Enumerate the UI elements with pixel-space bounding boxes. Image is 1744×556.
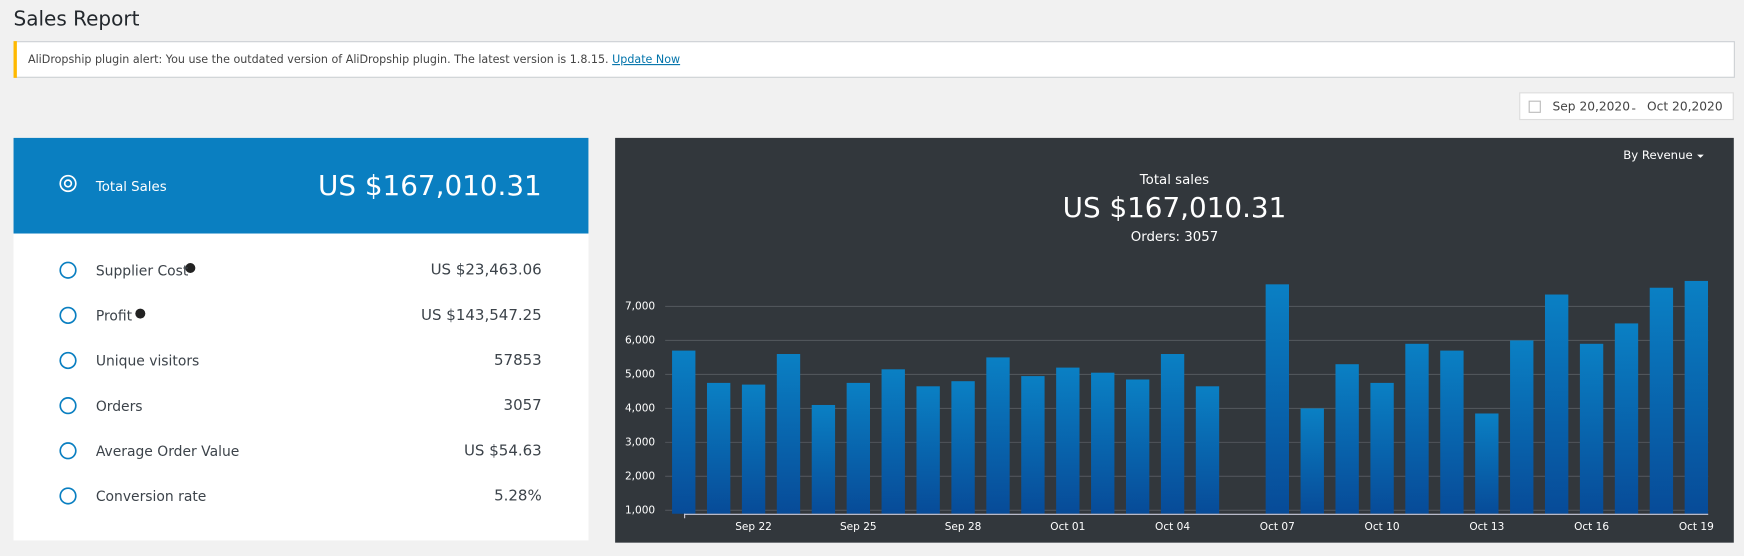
- date-range[interactable]: Sep 20,2020 - Oct 20,2020: [1519, 92, 1734, 121]
- bar: [741, 384, 766, 514]
- y-tick-label: 2,000: [625, 470, 655, 482]
- summary-panel: Total Sales US $167,010.31 Supplier Cost…: [13, 137, 589, 541]
- bar: [1265, 284, 1289, 514]
- row-label: Unique visitors: [96, 354, 199, 370]
- row-icon: [59, 261, 77, 279]
- bar: [1684, 280, 1709, 514]
- alert-box: [13, 41, 1735, 78]
- bar: [672, 350, 696, 514]
- update-link[interactable]: Update Now: [612, 53, 680, 66]
- help-icon[interactable]: [185, 262, 196, 273]
- metric-dropdown[interactable]: By Revenue: [1623, 148, 1692, 162]
- page-title: Sales Report: [14, 7, 140, 31]
- y-tick-label: 3,000: [625, 436, 655, 448]
- y-tick-label: 4,000: [625, 402, 655, 414]
- y-tick-label: 1,000: [625, 504, 655, 516]
- total-label: Total Sales: [95, 180, 167, 195]
- y-tick-label: 7,000: [625, 300, 655, 312]
- chart-panel: By Revenue Total sales US $167,010.31 Or…: [615, 137, 1734, 543]
- bar: [846, 382, 870, 514]
- alert-border: [13, 41, 17, 78]
- bar: [1335, 364, 1359, 514]
- alert-message: AliDropship plugin alert: You use the ou…: [28, 53, 609, 66]
- x-tick-label: Sep 22: [735, 521, 772, 533]
- bar: [776, 354, 801, 514]
- row-value: US $143,547.25: [421, 306, 542, 324]
- x-tick-label: Sep 25: [840, 521, 877, 533]
- row-label: Profit: [96, 308, 133, 324]
- bar: [1510, 340, 1534, 514]
- row-icon: [59, 306, 77, 324]
- x-tick-label: Oct 01: [1050, 521, 1085, 533]
- target-icon: [59, 174, 77, 193]
- row-label: Orders: [96, 399, 143, 415]
- help-icon[interactable]: [135, 308, 146, 319]
- x-tick-label: Sep 28: [945, 521, 982, 533]
- bar: [986, 357, 1010, 514]
- bar: [1614, 323, 1639, 514]
- chart-annotation: Orders: 3057: [1131, 230, 1218, 245]
- bar: [1021, 376, 1045, 514]
- row-value: 57853: [494, 351, 542, 369]
- y-tick-label: 5,000: [625, 368, 655, 380]
- row-value: 3057: [504, 396, 542, 414]
- date-from: Sep 20,2020: [1553, 99, 1630, 113]
- row-value: US $23,463.06: [431, 261, 542, 279]
- alert: AliDropship plugin alert: You use the ou…: [13, 41, 1735, 78]
- bar: [706, 382, 731, 514]
- x-tick-label: Oct 16: [1574, 521, 1609, 533]
- bar: [1440, 350, 1464, 514]
- calendar-icon: [1528, 100, 1541, 113]
- chart-title: Total sales: [1139, 173, 1209, 188]
- total-value: US $167,010.31: [318, 169, 542, 202]
- plot: 1,000 2,000 3,000 4,000 5,000 6,000 7,000 Sep 2…: [625, 280, 1714, 533]
- bar: [1475, 413, 1499, 514]
- bar: [811, 404, 836, 514]
- x-tick-label: Oct 04: [1155, 521, 1190, 533]
- bar: [916, 386, 940, 514]
- x-tick-label: Oct 13: [1469, 521, 1504, 533]
- date-separator: -: [1632, 101, 1636, 115]
- bar: [1056, 367, 1080, 514]
- bar: [1544, 294, 1569, 514]
- bar: [1405, 343, 1429, 514]
- bar: [1195, 386, 1220, 514]
- alert-text: AliDropship plugin alert: You use the ou…: [28, 53, 680, 66]
- row-label: Average Order Value: [96, 444, 240, 460]
- summary-header: [13, 137, 589, 234]
- bar: [1579, 343, 1604, 514]
- x-tick-label: Oct 10: [1365, 521, 1400, 533]
- row-icon: [59, 351, 77, 370]
- bar: [1649, 287, 1674, 514]
- x-tick-label: Oct 07: [1260, 521, 1295, 533]
- bar: [1091, 372, 1115, 514]
- date-box[interactable]: [1519, 92, 1734, 121]
- dropdown-caret[interactable]: [1697, 154, 1704, 158]
- bar: [1370, 382, 1394, 514]
- row-icon: [59, 487, 77, 505]
- bar: [1300, 408, 1324, 514]
- row-label: Supplier Cost: [96, 263, 189, 279]
- date-to: Oct 20,2020: [1647, 99, 1723, 113]
- bar: [951, 381, 975, 514]
- bar: [1125, 379, 1150, 514]
- bar: [881, 369, 905, 514]
- chart-subtitle: US $167,010.31: [1063, 191, 1287, 224]
- target-icon-inner: [63, 179, 73, 188]
- row-value: US $54.63: [464, 441, 542, 459]
- row-icon: [59, 397, 77, 415]
- bar: [1160, 354, 1185, 514]
- y-tick-label: 6,000: [625, 334, 655, 346]
- row-icon: [59, 442, 77, 460]
- x-tick-label: Oct 19: [1679, 521, 1714, 533]
- row-value: 5.28%: [494, 486, 542, 504]
- row-label: Conversion rate: [96, 489, 207, 505]
